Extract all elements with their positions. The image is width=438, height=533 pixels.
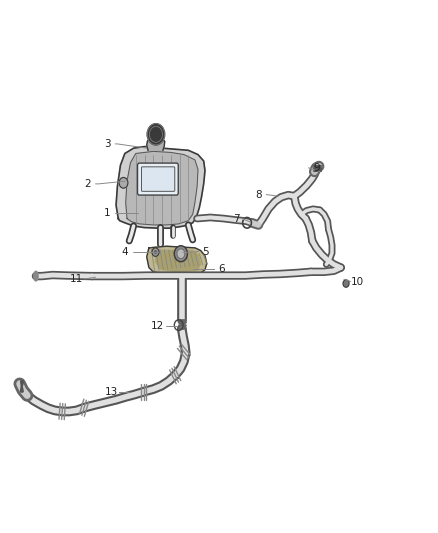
Text: 13: 13 [105, 387, 118, 397]
Circle shape [154, 250, 157, 254]
Polygon shape [126, 151, 198, 225]
Circle shape [174, 246, 187, 262]
Polygon shape [116, 147, 205, 228]
Text: 11: 11 [70, 274, 83, 284]
Circle shape [177, 249, 185, 259]
Text: 12: 12 [151, 321, 164, 331]
Text: 1: 1 [104, 208, 111, 218]
Text: 2: 2 [84, 179, 91, 189]
Circle shape [147, 124, 165, 145]
Circle shape [119, 177, 128, 188]
FancyBboxPatch shape [141, 167, 175, 191]
Text: 10: 10 [350, 278, 364, 287]
Text: 3: 3 [104, 139, 111, 149]
Text: 6: 6 [218, 264, 225, 273]
FancyBboxPatch shape [138, 163, 178, 195]
Text: 9: 9 [313, 163, 320, 173]
Polygon shape [155, 251, 201, 272]
Polygon shape [147, 246, 207, 276]
Circle shape [152, 248, 159, 256]
Text: 5: 5 [202, 247, 209, 256]
Circle shape [343, 280, 349, 287]
Text: 8: 8 [255, 190, 262, 199]
Polygon shape [147, 138, 165, 150]
Text: 7: 7 [233, 214, 240, 224]
Ellipse shape [34, 271, 38, 281]
Text: 4: 4 [121, 247, 128, 256]
